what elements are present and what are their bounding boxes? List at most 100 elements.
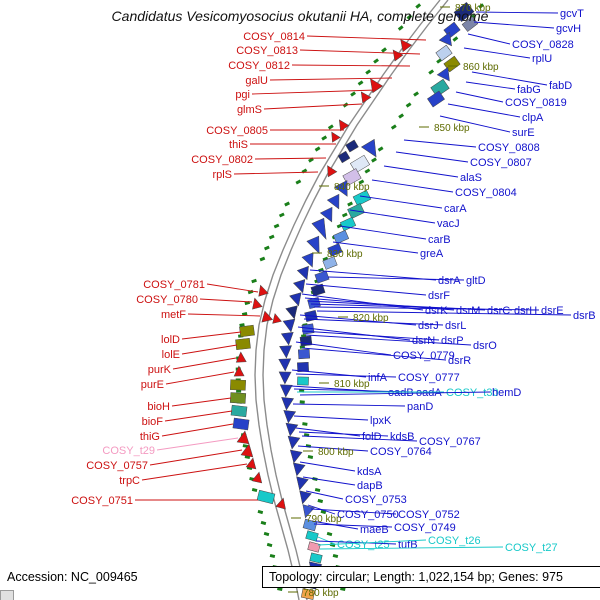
gene-label[interactable]: hemD (492, 387, 521, 399)
gene-label[interactable]: folD (362, 431, 382, 443)
gene-label[interactable]: COSY_0804 (455, 187, 517, 199)
gene-glyph[interactable] (435, 44, 453, 62)
gene-label[interactable]: gltD (466, 275, 486, 287)
gene-label[interactable]: kdsA (357, 466, 382, 478)
gene-label[interactable]: glmS (237, 104, 262, 116)
gene-label[interactable]: COSY_t30 (446, 387, 499, 399)
gene-glyph[interactable] (453, 1, 475, 23)
gene-glyph[interactable] (438, 31, 457, 49)
gene-glyph[interactable] (300, 504, 315, 520)
gene-label[interactable]: COSY_0813 (236, 45, 298, 57)
gene-label[interactable]: dsrL (445, 320, 466, 332)
gene-label[interactable]: fabG (517, 84, 541, 96)
gene-label[interactable]: dsrC (487, 305, 510, 317)
gene-label[interactable]: clpA (522, 112, 544, 124)
gene-glyph[interactable] (279, 384, 293, 398)
gene-glyph[interactable] (299, 335, 313, 347)
gene-label[interactable]: COSY_0780 (136, 294, 198, 306)
gene-glyph[interactable] (284, 422, 299, 437)
gene-glyph[interactable] (297, 348, 311, 360)
gene-label[interactable]: bioF (142, 416, 164, 428)
gene-glyph[interactable] (345, 139, 359, 153)
gene-glyph[interactable] (427, 90, 445, 108)
gene-label[interactable]: gcvH (556, 23, 581, 35)
gene-glyph[interactable] (297, 490, 312, 506)
gene-label[interactable]: COSY_0805 (206, 125, 268, 137)
gene-glyph[interactable] (279, 345, 293, 359)
gene-label[interactable]: greA (420, 248, 444, 260)
gene-glyph[interactable] (305, 530, 319, 542)
gene-label[interactable]: COSY_0777 (398, 372, 460, 384)
gene-glyph[interactable] (352, 189, 372, 207)
gene-label[interactable]: metF (161, 309, 186, 321)
gene-label[interactable]: COSY_t27 (505, 542, 558, 554)
gene-label[interactable]: trpC (119, 475, 140, 487)
gene-glyph[interactable] (461, 16, 479, 32)
gene-glyph[interactable] (430, 78, 450, 98)
gene-label[interactable]: COSY_0807 (470, 157, 532, 169)
gene-label[interactable]: galU (245, 75, 268, 87)
gene-glyph[interactable] (280, 397, 294, 411)
gene-label[interactable]: COSY_0751 (71, 495, 133, 507)
gene-label[interactable]: dsrO (473, 340, 497, 352)
gene-glyph[interactable] (278, 371, 292, 385)
gene-label[interactable]: carA (444, 203, 467, 215)
gene-label[interactable]: fabD (549, 80, 572, 92)
gene-glyph[interactable] (360, 138, 382, 160)
gene-label[interactable]: dsrF (428, 290, 450, 302)
gene-label[interactable]: COSY_0808 (478, 142, 540, 154)
gene-label[interactable]: dsrR (448, 355, 471, 367)
gene-glyph[interactable] (239, 324, 255, 338)
gene-glyph[interactable] (396, 36, 413, 53)
gene-label[interactable]: dsrH (514, 305, 537, 317)
gene-label[interactable]: panD (407, 401, 433, 413)
gene-label[interactable]: alaS (460, 172, 482, 184)
gene-glyph[interactable] (250, 297, 263, 310)
gene-glyph[interactable] (291, 462, 306, 477)
gene-glyph[interactable] (251, 471, 264, 484)
gene-glyph[interactable] (289, 292, 305, 308)
gene-glyph[interactable] (334, 180, 354, 200)
gene-glyph[interactable] (357, 89, 372, 104)
gene-glyph[interactable] (297, 376, 309, 386)
gene-glyph[interactable] (230, 379, 246, 391)
gene-glyph[interactable] (307, 541, 321, 553)
gene-glyph[interactable] (328, 130, 341, 143)
gene-glyph[interactable] (275, 497, 288, 510)
gene-glyph[interactable] (235, 351, 247, 363)
gene-label[interactable]: COSY_0764 (370, 446, 432, 458)
gene-glyph[interactable] (300, 588, 316, 600)
gene-label[interactable]: thiG (140, 431, 160, 443)
gene-label[interactable]: carB (428, 234, 451, 246)
gene-glyph[interactable] (314, 270, 330, 284)
gene-glyph[interactable] (365, 75, 384, 94)
gene-glyph[interactable] (256, 284, 269, 297)
gene-glyph[interactable] (337, 150, 351, 164)
gene-glyph[interactable] (280, 332, 294, 346)
gene-label[interactable]: COSY_0814 (243, 31, 305, 43)
gene-glyph[interactable] (256, 489, 276, 505)
gene-label[interactable]: dapB (357, 480, 383, 492)
gene-label[interactable]: COSY_0828 (512, 39, 574, 51)
gene-label[interactable]: rplS (212, 169, 232, 181)
gene-glyph[interactable] (229, 392, 247, 404)
gene-label[interactable]: dsrP (441, 335, 464, 347)
gene-glyph[interactable] (311, 217, 332, 242)
gene-glyph[interactable] (327, 243, 343, 257)
gene-glyph[interactable] (322, 256, 338, 270)
gene-label[interactable]: lolE (162, 349, 180, 361)
gene-label[interactable]: infA (368, 372, 388, 384)
gene-glyph[interactable] (233, 365, 245, 377)
gene-glyph[interactable] (296, 265, 312, 281)
gene-glyph[interactable] (294, 476, 309, 491)
gene-label[interactable]: COSY_0781 (143, 279, 205, 291)
gene-glyph[interactable] (309, 552, 323, 564)
gene-label[interactable]: COSY_t29 (102, 445, 155, 457)
gene-glyph[interactable] (232, 417, 250, 431)
gene-glyph[interactable] (332, 229, 350, 245)
gene-label[interactable]: COSY_0752 (398, 509, 460, 521)
gene-label[interactable]: dsrJ (418, 320, 439, 332)
gene-glyph[interactable] (282, 318, 297, 333)
gene-label[interactable]: COSY_0767 (419, 436, 481, 448)
gene-glyph[interactable] (436, 66, 455, 84)
